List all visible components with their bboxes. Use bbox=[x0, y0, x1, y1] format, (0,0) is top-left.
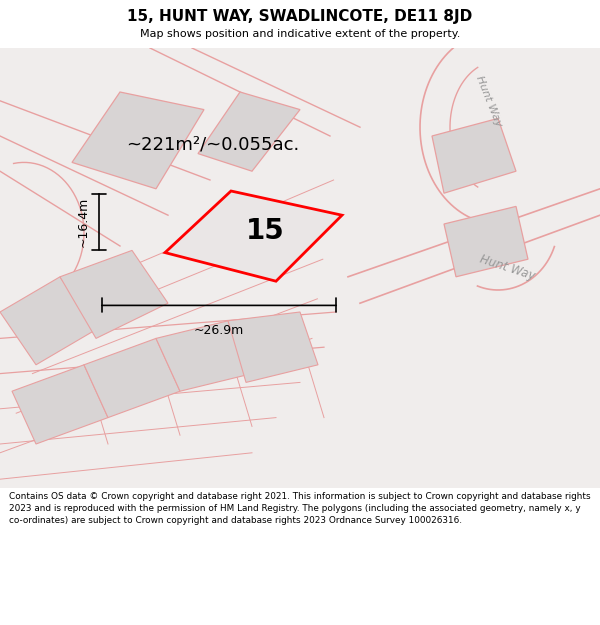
Text: Map shows position and indicative extent of the property.: Map shows position and indicative extent… bbox=[140, 29, 460, 39]
Polygon shape bbox=[12, 365, 108, 444]
Polygon shape bbox=[72, 92, 204, 189]
Text: ~221m²/~0.055ac.: ~221m²/~0.055ac. bbox=[127, 136, 299, 154]
Text: 15, HUNT WAY, SWADLINCOTE, DE11 8JD: 15, HUNT WAY, SWADLINCOTE, DE11 8JD bbox=[127, 9, 473, 24]
Polygon shape bbox=[165, 191, 342, 281]
Polygon shape bbox=[198, 92, 300, 171]
Polygon shape bbox=[84, 338, 180, 418]
Polygon shape bbox=[228, 312, 318, 382]
Text: Hunt Way: Hunt Way bbox=[478, 253, 536, 283]
Polygon shape bbox=[0, 277, 96, 365]
Polygon shape bbox=[156, 321, 252, 391]
Text: ~26.9m: ~26.9m bbox=[194, 324, 244, 337]
Text: Contains OS data © Crown copyright and database right 2021. This information is : Contains OS data © Crown copyright and d… bbox=[9, 492, 590, 525]
Polygon shape bbox=[444, 206, 528, 277]
Text: 15: 15 bbox=[246, 217, 285, 244]
Text: Hunt Way: Hunt Way bbox=[474, 74, 504, 128]
Text: ~16.4m: ~16.4m bbox=[77, 197, 90, 247]
Polygon shape bbox=[60, 251, 168, 338]
Polygon shape bbox=[432, 118, 516, 193]
